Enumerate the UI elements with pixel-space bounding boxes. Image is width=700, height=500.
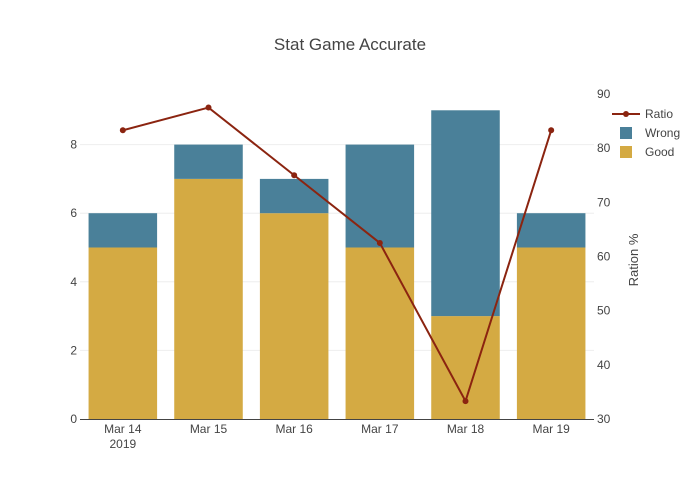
y-left-tick-label: 4 (70, 275, 77, 289)
ratio-series-line (122, 106, 553, 404)
x-tick-label: Mar 16 (275, 422, 313, 436)
legend-label: Wrong (645, 126, 680, 140)
bar-good (88, 247, 158, 419)
bar-wrong (431, 110, 500, 317)
x-tick-label: Mar 17 (361, 422, 399, 436)
gridlines (80, 144, 594, 351)
y-left-tick-label: 0 (70, 412, 77, 426)
bars (88, 110, 586, 419)
y-axis-right: 30 40 50 60 70 80 90 (597, 87, 611, 426)
y-right-tick-label: 80 (597, 141, 611, 155)
chart-title: Stat Game Accurate (274, 35, 426, 54)
y-left-tick-label: 6 (70, 206, 77, 220)
ratio-point (548, 127, 555, 134)
x-tick-label: Mar 19 (532, 422, 570, 436)
bar-good (516, 247, 586, 419)
ratio-point (291, 172, 298, 179)
y-right-tick-label: 60 (597, 250, 611, 264)
y-right-tick-label: 90 (597, 87, 611, 101)
bar-wrong (516, 213, 586, 248)
legend-label: Good (645, 145, 674, 159)
x-tick-sublabel: 2019 (109, 437, 136, 451)
ratio-point (462, 398, 469, 405)
legend-marker-ratio (623, 111, 629, 117)
bar-wrong (174, 144, 243, 179)
ratio-point (205, 104, 212, 111)
ratio-point (376, 239, 383, 246)
bar-good (174, 178, 243, 419)
legend-swatch-good (620, 146, 632, 158)
y-axis-left: 0 2 4 6 8 (70, 138, 77, 426)
bar-good (259, 213, 329, 419)
y-right-tick-label: 50 (597, 304, 611, 318)
legend-swatch-wrong (620, 127, 632, 139)
x-tick-label: Mar 15 (190, 422, 228, 436)
bar-good (345, 247, 415, 419)
y-right-tick-label: 40 (597, 358, 611, 372)
legend-label: Ratio (645, 107, 673, 121)
y-left-tick-label: 2 (70, 343, 77, 357)
legend[interactable]: Ratio Wrong Good (612, 107, 680, 159)
y-right-axis-title: Ration % (626, 233, 641, 286)
x-tick-label: Mar 14 (104, 422, 142, 436)
bar-wrong (345, 144, 415, 248)
x-tick-label: Mar 18 (447, 422, 485, 436)
y-left-tick-label: 8 (70, 138, 77, 152)
y-right-tick-label: 70 (597, 195, 611, 209)
ratio-point (119, 127, 126, 134)
bar-wrong (88, 213, 158, 248)
y-right-tick-label: 30 (597, 412, 611, 426)
bar-wrong (259, 178, 329, 214)
ratio-line (119, 104, 555, 405)
